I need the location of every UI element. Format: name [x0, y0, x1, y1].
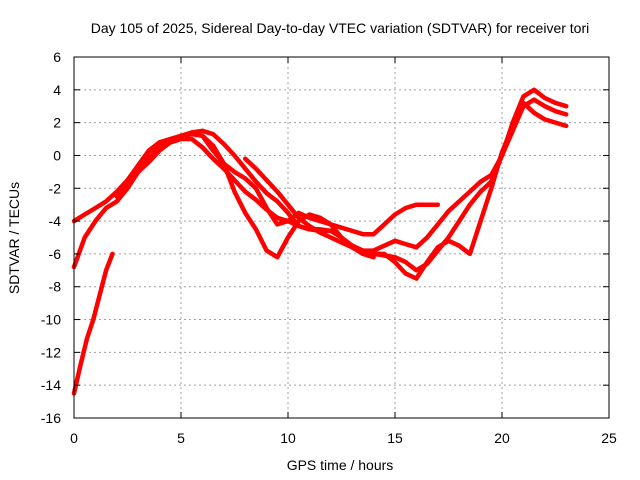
series-line-pass-7 [349, 100, 569, 281]
chart-title: Day 105 of 2025, Sidereal Day-to-day VTE… [91, 20, 590, 36]
x-tick-label: 5 [177, 430, 185, 446]
y-tick-label: 6 [53, 49, 61, 65]
y-tick-label: 4 [53, 82, 61, 98]
y-tick-label: -12 [41, 344, 61, 360]
x-tick-label: 25 [601, 430, 617, 446]
x-axis-label: GPS time / hours [287, 457, 394, 473]
y-tick-label: -2 [49, 180, 62, 196]
x-tick-label: 20 [494, 430, 510, 446]
data-series [71, 87, 569, 396]
x-tick-label: 10 [280, 430, 296, 446]
axis-ticks: 0 5 10 15 20 25 -16 -14 -12 -10 -8 -6 -4 -2 0 2 4 6 [41, 49, 617, 446]
plot-frame [73, 56, 610, 419]
grid [74, 57, 609, 418]
y-tick-label: -4 [49, 213, 62, 229]
y-tick-label: -14 [41, 377, 61, 393]
y-axis-label: SDTVAR / TECUs [6, 182, 22, 294]
series-line-pass-1 [71, 251, 115, 396]
y-tick-label: -16 [41, 410, 61, 426]
y-tick-label: -6 [49, 246, 62, 262]
x-tick-label: 0 [70, 430, 78, 446]
y-tick-label: -8 [49, 279, 62, 295]
y-tick-label: 2 [53, 115, 61, 131]
y-tick-label: 0 [53, 147, 61, 163]
x-tick-label: 15 [387, 430, 403, 446]
y-tick-label: -10 [41, 312, 61, 328]
